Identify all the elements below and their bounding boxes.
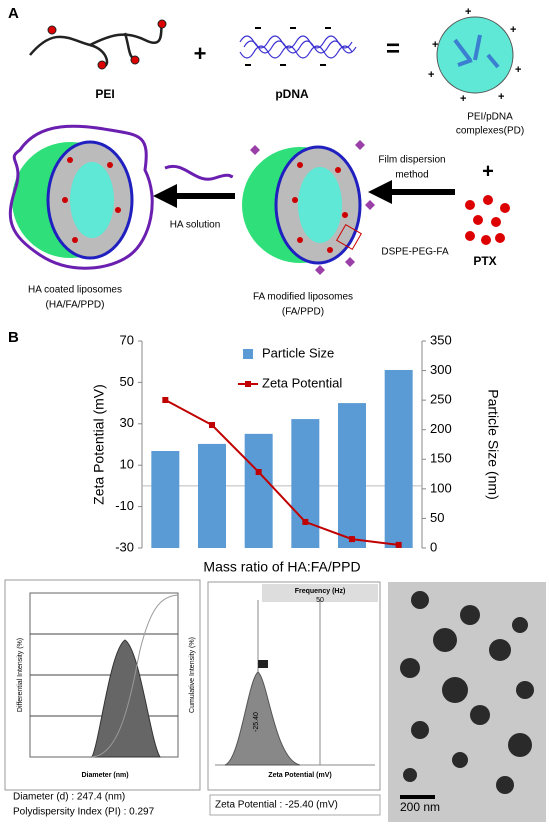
y2-tick-label: 350 xyxy=(430,332,452,347)
label: (FA/PPD) xyxy=(282,307,324,318)
y2-tick-label: 100 xyxy=(430,480,452,495)
tem-image: 200 nm xyxy=(388,582,546,822)
y-tick-label: 50 xyxy=(120,374,134,389)
pd-complex: + + + + + + + xyxy=(428,6,521,105)
panel-label: A xyxy=(8,5,19,22)
y-axis-label: Zeta Potential (mV) xyxy=(91,384,107,505)
label: PTX xyxy=(473,254,496,268)
y2-tick-label: 50 xyxy=(430,510,444,525)
y2-axis-label: Particle Size (nm) xyxy=(485,389,501,499)
svg-text:+: + xyxy=(460,93,466,105)
ptx-icon xyxy=(465,195,510,245)
dls-panel: Differential Intensity (%) Cumulative In… xyxy=(4,579,201,818)
equals: = xyxy=(386,35,400,62)
y-tick-label: -30 xyxy=(115,539,134,554)
legend-swatch xyxy=(243,349,253,359)
label: PEI/pDNA xyxy=(467,112,513,123)
label: HA solution xyxy=(170,220,221,231)
label: Film dispersion xyxy=(378,155,445,166)
axis-label: Cumulative Intensity (%) xyxy=(189,637,196,713)
histogram xyxy=(91,639,161,758)
svg-text:+: + xyxy=(432,39,438,51)
label: pDNA xyxy=(275,87,309,101)
pei-icon xyxy=(29,19,167,70)
ha-chain xyxy=(164,164,234,181)
y2-tick-label: 150 xyxy=(430,451,452,466)
label: DSPE-PEG-FA xyxy=(381,247,449,258)
line-marker xyxy=(162,396,169,403)
line-marker xyxy=(349,536,355,543)
result: Polydispersity Index (PI) : 0.297 xyxy=(13,807,155,818)
label: FA modified liposomes xyxy=(253,292,353,303)
y-tick-label: 70 xyxy=(120,332,134,347)
bar xyxy=(291,419,320,548)
bar xyxy=(151,451,180,548)
result: Zeta Potential : -25.40 (mV) xyxy=(215,800,338,811)
line-marker xyxy=(395,541,402,548)
line xyxy=(164,399,399,546)
svg-text:+: + xyxy=(428,69,434,81)
pdna-icon xyxy=(239,27,357,66)
label: Frequency (Hz) xyxy=(295,588,346,595)
plus: + xyxy=(482,160,494,182)
y2-tick-label: 300 xyxy=(430,362,452,377)
y-tick-label: 10 xyxy=(120,457,134,472)
legend-label: Particle Size xyxy=(262,345,334,360)
result: Diameter (d) : 247.4 (nm) xyxy=(13,792,125,803)
legend-label: Zeta Potential xyxy=(262,375,342,390)
panel-label: B xyxy=(8,329,19,346)
y-tick-label: -10 xyxy=(115,498,134,513)
ha-liposome xyxy=(8,124,154,270)
label: (HA/FA/PPD) xyxy=(46,300,105,311)
x-axis-label: Mass ratio of HA:FA/PPD xyxy=(203,559,360,575)
line-marker xyxy=(209,422,215,429)
label: method xyxy=(395,170,428,181)
line-marker xyxy=(255,469,262,476)
panel-a: A + = + + + + + + + PEI pDNA PEI/pDNA complexe… xyxy=(8,5,524,318)
bar xyxy=(384,369,413,548)
fa-liposome xyxy=(242,140,375,275)
label: HA coated liposomes xyxy=(28,285,122,296)
axis-label: Diameter (nm) xyxy=(81,772,128,779)
y2-tick-label: 0 xyxy=(430,539,437,554)
label: -25.40 xyxy=(253,712,260,732)
bar xyxy=(244,433,273,548)
svg-text:+: + xyxy=(510,24,516,36)
bar xyxy=(198,443,226,548)
zeta-panel: Frequency (Hz) 50 -25.40 Zeta Potential … xyxy=(207,581,381,816)
y2-tick-label: 200 xyxy=(430,421,452,436)
axis-label: Zeta Potential (mV) xyxy=(268,772,331,779)
svg-text:+: + xyxy=(465,6,471,18)
label: PEI xyxy=(95,87,114,101)
plus: + xyxy=(194,41,207,66)
scale-bar-label: 200 nm xyxy=(400,800,440,814)
svg-text:+: + xyxy=(498,91,504,103)
bar xyxy=(338,403,366,548)
legend-swatch xyxy=(245,381,251,387)
svg-text:+: + xyxy=(515,64,521,76)
label: complexes(PD) xyxy=(456,126,524,137)
chart: 1.08.573.1624.64900.01007550250-30-10103… xyxy=(30,332,501,768)
axis-label: Differential Intensity (%) xyxy=(17,638,24,712)
y-tick-label: 30 xyxy=(120,415,134,430)
y2-tick-label: 250 xyxy=(430,392,452,407)
line-marker xyxy=(302,518,309,525)
